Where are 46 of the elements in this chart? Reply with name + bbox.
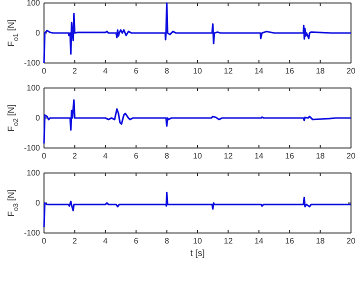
x-tick-label: 14: [254, 152, 264, 161]
x-tick-label: 18: [316, 66, 326, 76]
x-tick-label: 0: [42, 236, 47, 246]
x-tick-label: 20: [346, 152, 356, 161]
x-tick-label: 6: [134, 236, 139, 246]
x-tick-label: 2: [72, 66, 78, 76]
x-tick-label: 16: [285, 152, 295, 161]
x-tick-label: 18: [316, 152, 326, 161]
x-tick-label: 2: [72, 236, 78, 246]
line-series: [43, 2, 352, 64]
x-tick-label: 10: [193, 66, 202, 76]
x-tick-label: 0: [42, 66, 47, 76]
x-tick-label: 20: [346, 236, 356, 246]
y-tick-label: 100: [26, 168, 41, 178]
x-tick-label: 2: [72, 152, 78, 161]
x-tick-label: 14: [254, 66, 264, 76]
x-tick-label: 20: [346, 66, 356, 76]
x-tick-label: 8: [164, 152, 170, 161]
y-tick-label: -100: [24, 144, 41, 153]
x-tick-label: 10: [193, 152, 202, 161]
y-tick-label: 0: [36, 114, 41, 123]
x-tick-label: 10: [193, 236, 202, 246]
y-tick-label: -100: [24, 228, 41, 238]
x-tick-label: 14: [254, 236, 264, 246]
y-tick-label: -100: [24, 58, 41, 68]
x-tick-label: 0: [42, 152, 47, 161]
x-tick-label: 16: [285, 66, 295, 76]
x-tick-label: 6: [134, 66, 139, 76]
x-tick-label: 4: [103, 236, 108, 246]
y-tick-label: 0: [36, 28, 41, 38]
x-tick-label: 16: [285, 236, 295, 246]
x-tick-label: 18: [316, 236, 326, 246]
y-tick-label: 0: [36, 198, 41, 208]
x-tick-label: 6: [134, 152, 139, 161]
x-tick-label: 12: [224, 66, 234, 76]
y-tick-label: 100: [26, 84, 41, 93]
line-series: [43, 99, 352, 144]
x-tick-label: 8: [164, 66, 170, 76]
x-tick-label: 12: [224, 236, 234, 246]
x-tick-label: 4: [103, 66, 108, 76]
x-tick-label: 12: [224, 152, 234, 161]
x-axis-title: t [s]: [190, 248, 205, 258]
y-tick-label: 100: [26, 0, 41, 8]
x-tick-label: 8: [164, 236, 170, 246]
line-series: [43, 192, 352, 228]
x-tick-label: 4: [103, 152, 108, 161]
